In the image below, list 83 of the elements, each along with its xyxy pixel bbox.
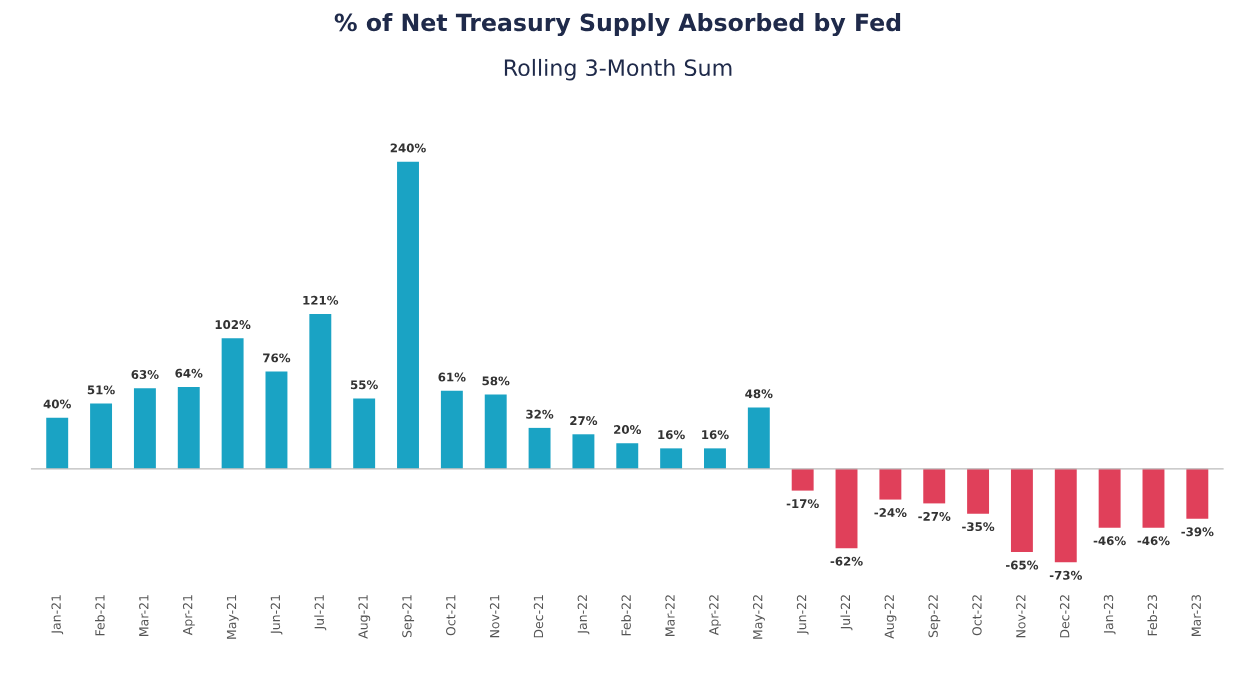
x-tick-label: Feb-22 — [621, 595, 631, 636]
bar — [616, 443, 639, 469]
data-label: -46% — [1093, 536, 1126, 546]
x-tick-label: Oct-21 — [446, 595, 456, 636]
data-label: -27% — [918, 511, 951, 521]
x-tick-label: Nov-21 — [489, 595, 500, 638]
bar — [265, 371, 288, 469]
bar — [879, 468, 902, 500]
x-tick-label: Sep-22 — [928, 595, 941, 638]
bar — [90, 403, 113, 469]
data-label: -24% — [874, 508, 907, 518]
bar — [1054, 468, 1077, 563]
x-tick-label: Feb-23 — [1147, 594, 1158, 636]
data-label: 48% — [745, 389, 773, 399]
data-label: 27% — [570, 416, 598, 426]
chart-subtitle: Rolling 3-Month Sum — [504, 58, 732, 81]
x-tick-label: Apr-21 — [182, 595, 195, 636]
data-label: 240% — [390, 143, 426, 153]
data-label: 58% — [482, 376, 510, 386]
x-tick-label: Jan-23 — [1103, 594, 1116, 635]
data-label: -39% — [1181, 527, 1214, 537]
data-label: 61% — [438, 372, 466, 382]
data-label: -17% — [786, 499, 819, 509]
x-tick-label: Sep-21 — [402, 595, 415, 638]
data-label: -73% — [1049, 570, 1082, 580]
bar — [177, 386, 200, 469]
bar — [484, 394, 507, 469]
bar — [353, 398, 376, 469]
bar — [309, 313, 332, 469]
bar — [835, 468, 858, 549]
bar — [397, 161, 419, 469]
x-tick-label: Jun-22 — [796, 595, 809, 635]
bar — [46, 417, 69, 469]
data-label: 76% — [263, 353, 291, 363]
bar — [1098, 468, 1121, 528]
bar — [791, 468, 814, 491]
data-label: 64% — [175, 368, 203, 378]
bar — [923, 468, 946, 504]
x-tick-label: May-21 — [226, 595, 239, 639]
data-label: 55% — [350, 380, 378, 390]
bar — [967, 468, 990, 514]
bar — [221, 338, 244, 469]
bar — [660, 448, 683, 469]
data-label: 63% — [131, 370, 159, 379]
bar — [1010, 468, 1033, 553]
bar — [572, 434, 595, 469]
data-label: 40% — [43, 399, 71, 409]
data-label: 16% — [702, 430, 729, 440]
x-tick-label: Feb-21 — [95, 595, 105, 636]
x-tick-label: Dec-21 — [533, 595, 544, 638]
x-tick-label: Apr-22 — [709, 595, 722, 636]
bar — [1186, 468, 1209, 519]
x-tick-label: Jun-21 — [270, 595, 283, 635]
data-label: -65% — [1005, 560, 1039, 570]
x-tick-label: Aug-22 — [884, 595, 897, 639]
x-tick-label: Mar-23 — [1191, 594, 1201, 636]
bar — [704, 448, 726, 469]
x-tick-label: May-22 — [752, 595, 765, 639]
x-tick-label: Dec-22 — [1059, 595, 1070, 638]
data-label: -62% — [830, 556, 863, 566]
x-tick-label: Aug-21 — [358, 595, 371, 639]
data-label: 102% — [215, 320, 251, 330]
data-label: 16% — [658, 430, 685, 440]
data-label: 20% — [614, 425, 642, 435]
x-tick-label: Jan-22 — [577, 595, 590, 635]
bar — [747, 407, 770, 469]
data-label: 32% — [526, 409, 554, 419]
data-label: 51% — [87, 385, 115, 395]
bar — [528, 427, 551, 469]
data-label: 121% — [303, 295, 339, 305]
data-label: -35% — [962, 522, 995, 532]
x-tick-label: Jan-21 — [51, 595, 64, 635]
chart-title: % of Net Treasury Supply Absorbed by Fed — [334, 13, 901, 37]
x-tick-label: Jul-21 — [314, 595, 327, 631]
data-label: -46% — [1137, 536, 1170, 546]
x-tick-label: Mar-22 — [665, 595, 675, 636]
bar — [440, 390, 463, 469]
x-tick-label: Oct-22 — [972, 595, 982, 636]
bar — [1142, 468, 1165, 528]
x-tick-label: Jul-22 — [840, 595, 853, 631]
bar — [133, 388, 156, 469]
x-tick-label: Nov-22 — [1016, 595, 1026, 638]
x-tick-label: Mar-21 — [139, 595, 149, 636]
